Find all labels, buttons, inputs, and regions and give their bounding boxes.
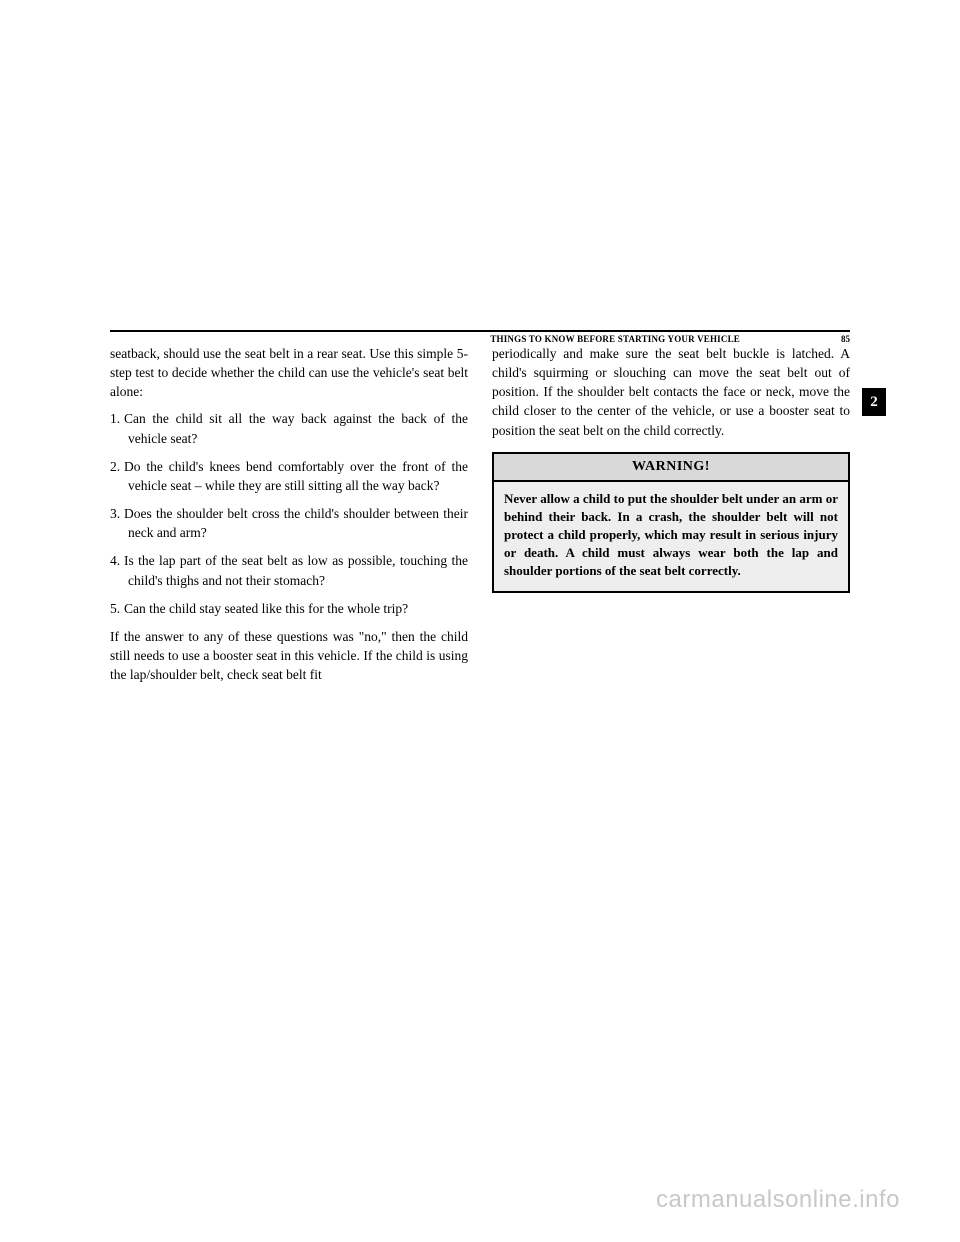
warning-title: WARNING! <box>494 454 848 482</box>
list-item: 1.Can the child sit all the way back aga… <box>110 409 468 447</box>
list-item: 5.Can the child stay seated like this fo… <box>110 599 468 618</box>
list-item-text: Does the shoulder belt cross the child's… <box>124 506 468 540</box>
five-step-list: 1.Can the child sit all the way back aga… <box>110 409 468 617</box>
watermark: carmanualsonline.info <box>656 1186 900 1214</box>
continuation-paragraph: periodically and make sure the seat belt… <box>492 344 850 440</box>
manual-page: THINGS TO KNOW BEFORE STARTING YOUR VEHI… <box>0 0 960 1242</box>
list-item-text: Can the child sit all the way back again… <box>124 411 468 445</box>
list-item: 4.Is the lap part of the seat belt as lo… <box>110 551 468 589</box>
left-column: seatback, should use the seat belt in a … <box>110 344 468 692</box>
list-item-text: Is the lap part of the seat belt as low … <box>124 553 468 587</box>
warning-text: Never allow a child to put the shoulder … <box>504 490 838 581</box>
list-item: 2.Do the child's knees bend comfortably … <box>110 457 468 495</box>
section-tab: 2 <box>862 388 886 416</box>
warning-body: Never allow a child to put the shoulder … <box>494 482 848 591</box>
intro-paragraph: seatback, should use the seat belt in a … <box>110 344 468 401</box>
outro-paragraph: If the answer to any of these questions … <box>110 627 468 684</box>
content-area: THINGS TO KNOW BEFORE STARTING YOUR VEHI… <box>110 344 850 824</box>
list-item-text: Do the child's knees bend comfortably ov… <box>124 459 468 493</box>
two-column-layout: seatback, should use the seat belt in a … <box>110 344 850 692</box>
warning-box: WARNING! Never allow a child to put the … <box>492 452 850 593</box>
right-column: periodically and make sure the seat belt… <box>492 344 850 692</box>
header-rule <box>110 330 850 332</box>
list-item-text: Can the child stay seated like this for … <box>124 601 408 616</box>
list-item: 3.Does the shoulder belt cross the child… <box>110 504 468 542</box>
page-number: 85 <box>841 334 850 344</box>
section-header: THINGS TO KNOW BEFORE STARTING YOUR VEHI… <box>490 334 740 344</box>
